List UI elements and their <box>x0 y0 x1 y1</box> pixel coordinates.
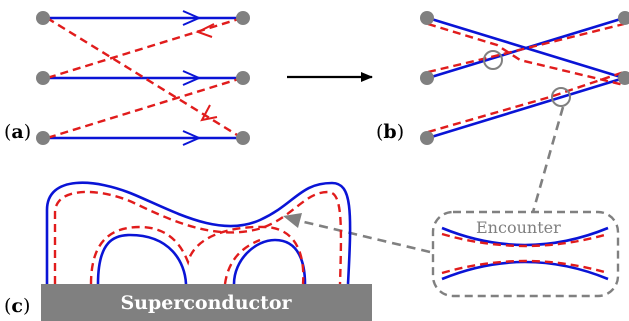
panel-b: (b) <box>376 11 629 145</box>
encounter-connector <box>531 106 565 213</box>
inner-blue-arch-right <box>232 238 307 285</box>
inner-red-curve-tail <box>223 238 261 285</box>
node-b-mid-left <box>420 71 434 85</box>
superconductor-label: Superconductor <box>120 292 292 314</box>
encounter-pointer-line <box>299 219 431 254</box>
node-a-bot-right <box>236 131 250 145</box>
inner-red-curve <box>89 225 305 285</box>
superconductor-slab <box>41 284 372 321</box>
encounter-blue-lower <box>441 260 609 281</box>
encounter-red-lower <box>441 259 609 275</box>
node-a-mid-right <box>236 71 250 85</box>
encounter-frame <box>431 210 620 298</box>
outer-red-loop <box>53 190 343 285</box>
node-a-mid-left <box>36 71 50 85</box>
red-path-b-1 <box>427 22 625 87</box>
panel-a: (a) <box>4 10 250 146</box>
encounter-red-upper <box>441 232 609 248</box>
node-b-top-left <box>420 11 434 25</box>
panel-a-label: (a) <box>4 121 31 143</box>
panel-c: Superconductor (c) <box>4 181 372 321</box>
node-b-mid-right <box>618 71 629 85</box>
red-path-a-3 <box>46 76 243 140</box>
encounter-label: Encounter <box>476 218 561 237</box>
red-arrowhead-a-1 <box>195 23 215 38</box>
blue-arrowhead-a-top <box>182 10 202 26</box>
red-path-a-2 <box>46 16 243 80</box>
node-b-bot-left <box>420 131 434 145</box>
red-path-b-2 <box>427 22 625 74</box>
node-a-top-right <box>236 11 250 25</box>
encounter-circle-upper <box>483 50 503 70</box>
node-a-bot-left <box>36 131 50 145</box>
blue-path-b-3 <box>427 76 625 140</box>
node-b-top-right <box>618 11 629 25</box>
node-a-top-left <box>36 11 50 25</box>
encounter-box: Encounter <box>431 210 620 298</box>
inner-blue-arch-left <box>96 233 188 285</box>
blue-arrowhead-a-bottom <box>182 130 202 146</box>
panel-c-label: (c) <box>4 295 30 317</box>
red-path-b-3 <box>427 70 625 134</box>
red-arrowhead-a-2 <box>200 104 218 122</box>
blue-path-b-2 <box>427 16 625 80</box>
panel-b-label: (b) <box>376 121 404 143</box>
encounter-pointer-head <box>283 213 302 228</box>
outer-blue-loop <box>45 181 352 285</box>
encounter-circle-lower <box>551 87 571 107</box>
blue-arrowhead-a-middle <box>182 70 202 86</box>
